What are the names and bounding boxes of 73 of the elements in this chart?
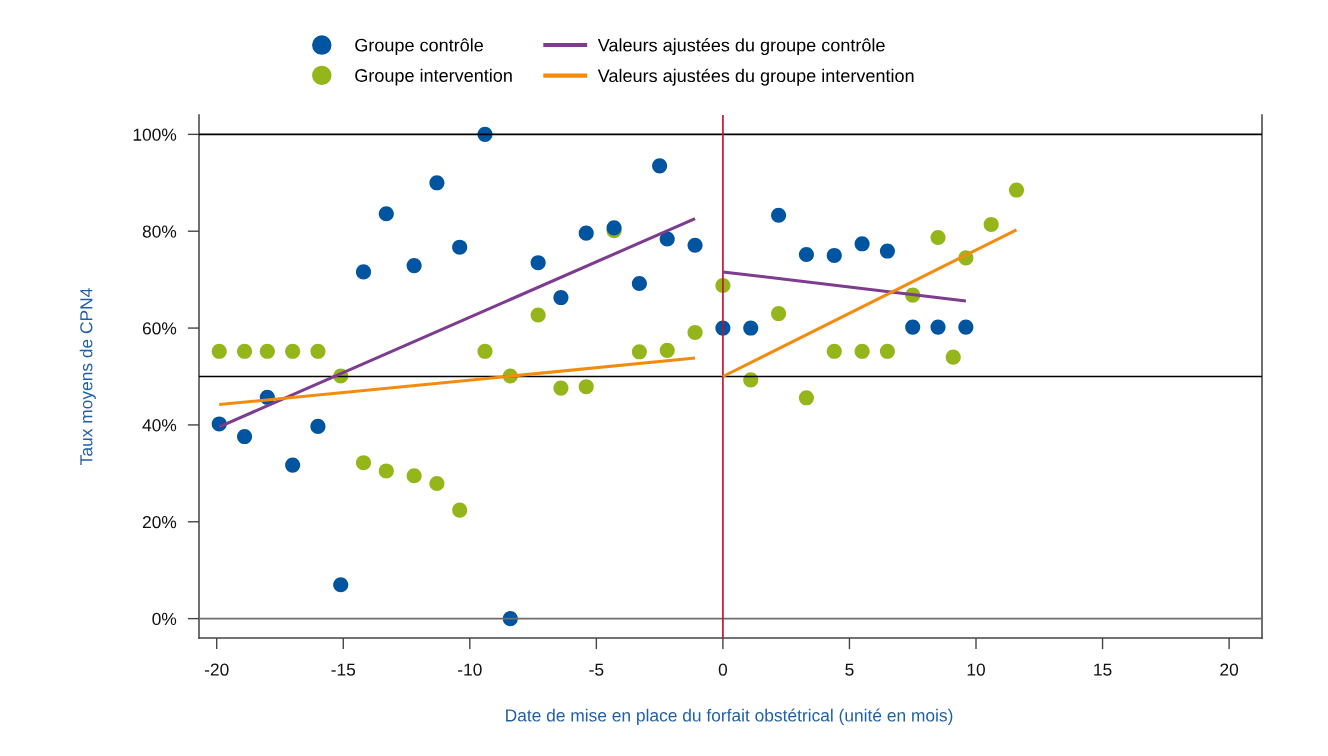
point bbox=[958, 319, 974, 335]
point bbox=[578, 379, 594, 395]
point bbox=[310, 418, 326, 434]
y-tick-label: 60% bbox=[142, 322, 177, 335]
point bbox=[652, 158, 668, 174]
point bbox=[854, 236, 870, 252]
point bbox=[553, 290, 569, 306]
point bbox=[1008, 182, 1025, 198]
legend-label: Groupe intervention bbox=[355, 68, 512, 86]
point bbox=[406, 468, 422, 484]
y-tick-label: 100% bbox=[133, 128, 177, 141]
point bbox=[631, 344, 647, 360]
legend-label: Valeurs ajustées du groupe contrôle bbox=[597, 38, 885, 56]
point bbox=[452, 502, 468, 518]
point bbox=[983, 216, 999, 232]
point bbox=[826, 343, 842, 359]
point bbox=[285, 457, 301, 473]
point bbox=[905, 319, 921, 335]
y-tick-label: 0% bbox=[152, 612, 177, 626]
point bbox=[743, 372, 759, 388]
point bbox=[578, 225, 594, 241]
point bbox=[378, 206, 394, 222]
point bbox=[659, 231, 675, 247]
legend-label: Groupe contrôle bbox=[355, 38, 483, 56]
point bbox=[659, 342, 675, 358]
y-tick-label: 40% bbox=[142, 419, 177, 432]
point bbox=[930, 319, 946, 335]
point bbox=[743, 320, 759, 336]
x-tick-label: 0 bbox=[718, 663, 728, 676]
point bbox=[879, 243, 895, 259]
x-tick-label: -5 bbox=[589, 663, 604, 676]
y-axis-title: Taux moyens de CPN4 bbox=[79, 288, 96, 465]
x-tick-label: -10 bbox=[458, 663, 482, 676]
point bbox=[631, 275, 647, 292]
x-tick-label: 5 bbox=[845, 663, 854, 676]
point bbox=[879, 343, 895, 359]
point bbox=[687, 324, 703, 340]
x-tick-label: 15 bbox=[1094, 663, 1112, 676]
x-tick-label: 10 bbox=[967, 663, 985, 676]
point bbox=[687, 237, 703, 253]
point bbox=[477, 343, 493, 359]
point bbox=[826, 247, 842, 263]
point bbox=[310, 343, 326, 359]
point bbox=[798, 246, 814, 263]
point bbox=[930, 229, 946, 246]
point bbox=[429, 175, 445, 191]
x-tick-label: 20 bbox=[1220, 663, 1239, 676]
point bbox=[854, 343, 870, 359]
x-axis-title: Date de mise en place du forfait obstétrical (unité en mois) bbox=[506, 708, 953, 725]
point bbox=[553, 380, 569, 396]
x-tick-label: -20 bbox=[204, 663, 229, 676]
point bbox=[355, 264, 372, 280]
point bbox=[378, 463, 394, 479]
y-tick-label: 20% bbox=[142, 515, 177, 529]
legend-label: Valeurs ajustées du groupe intervention bbox=[597, 68, 914, 86]
point bbox=[237, 343, 253, 359]
point bbox=[237, 429, 253, 445]
point bbox=[285, 343, 301, 359]
point bbox=[333, 577, 349, 593]
point bbox=[355, 455, 372, 471]
point bbox=[530, 255, 546, 271]
point bbox=[452, 239, 468, 255]
point bbox=[406, 258, 422, 274]
point bbox=[259, 343, 275, 359]
point bbox=[211, 343, 227, 359]
point bbox=[771, 306, 787, 322]
y-tick-label: 80% bbox=[142, 225, 177, 238]
x-tick-label: -15 bbox=[331, 663, 356, 676]
point bbox=[429, 475, 445, 492]
point bbox=[798, 390, 814, 406]
point bbox=[771, 207, 787, 223]
point bbox=[530, 307, 546, 323]
point bbox=[945, 349, 961, 365]
